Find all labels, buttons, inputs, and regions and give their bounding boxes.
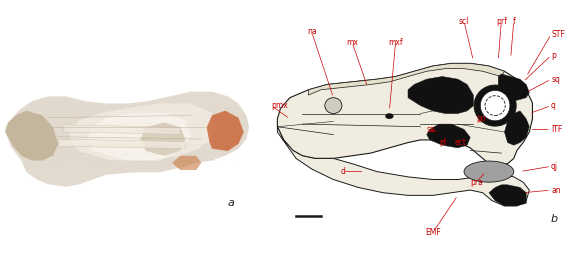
- Polygon shape: [505, 111, 529, 145]
- Polygon shape: [58, 139, 185, 149]
- Ellipse shape: [385, 114, 393, 119]
- Polygon shape: [5, 92, 249, 187]
- Text: pmx: pmx: [271, 101, 288, 110]
- Text: po: po: [476, 114, 486, 123]
- Text: d: d: [340, 167, 345, 176]
- Polygon shape: [63, 125, 180, 134]
- Polygon shape: [489, 185, 526, 206]
- Text: scl: scl: [459, 17, 469, 26]
- Ellipse shape: [474, 85, 516, 126]
- Text: b: b: [551, 214, 558, 224]
- Text: mxf: mxf: [388, 38, 403, 47]
- Ellipse shape: [480, 90, 510, 121]
- Text: a: a: [227, 198, 234, 208]
- Text: mx: mx: [346, 38, 358, 47]
- Polygon shape: [172, 156, 202, 170]
- Text: f: f: [513, 17, 515, 26]
- Ellipse shape: [464, 161, 514, 182]
- Polygon shape: [278, 127, 529, 206]
- Text: an: an: [551, 186, 561, 195]
- Text: ITF: ITF: [551, 125, 562, 134]
- Text: na: na: [307, 27, 316, 36]
- Text: p: p: [551, 51, 556, 60]
- Text: pra: pra: [470, 178, 483, 187]
- Text: ect: ect: [454, 138, 467, 147]
- Text: sa: sa: [427, 125, 435, 134]
- Polygon shape: [141, 122, 185, 156]
- Polygon shape: [408, 77, 473, 114]
- Text: q: q: [551, 101, 556, 110]
- Text: prf: prf: [496, 17, 507, 26]
- Polygon shape: [427, 124, 470, 148]
- Polygon shape: [207, 111, 244, 151]
- Text: sq: sq: [551, 75, 560, 84]
- Text: qj: qj: [551, 162, 558, 171]
- Text: EMF: EMF: [425, 228, 441, 237]
- Polygon shape: [498, 74, 529, 100]
- Polygon shape: [88, 113, 191, 161]
- Text: pl: pl: [439, 138, 446, 147]
- Polygon shape: [69, 103, 217, 161]
- Ellipse shape: [325, 98, 342, 114]
- Text: STF: STF: [551, 30, 565, 39]
- Polygon shape: [309, 63, 505, 95]
- Polygon shape: [278, 63, 532, 166]
- Polygon shape: [5, 111, 58, 161]
